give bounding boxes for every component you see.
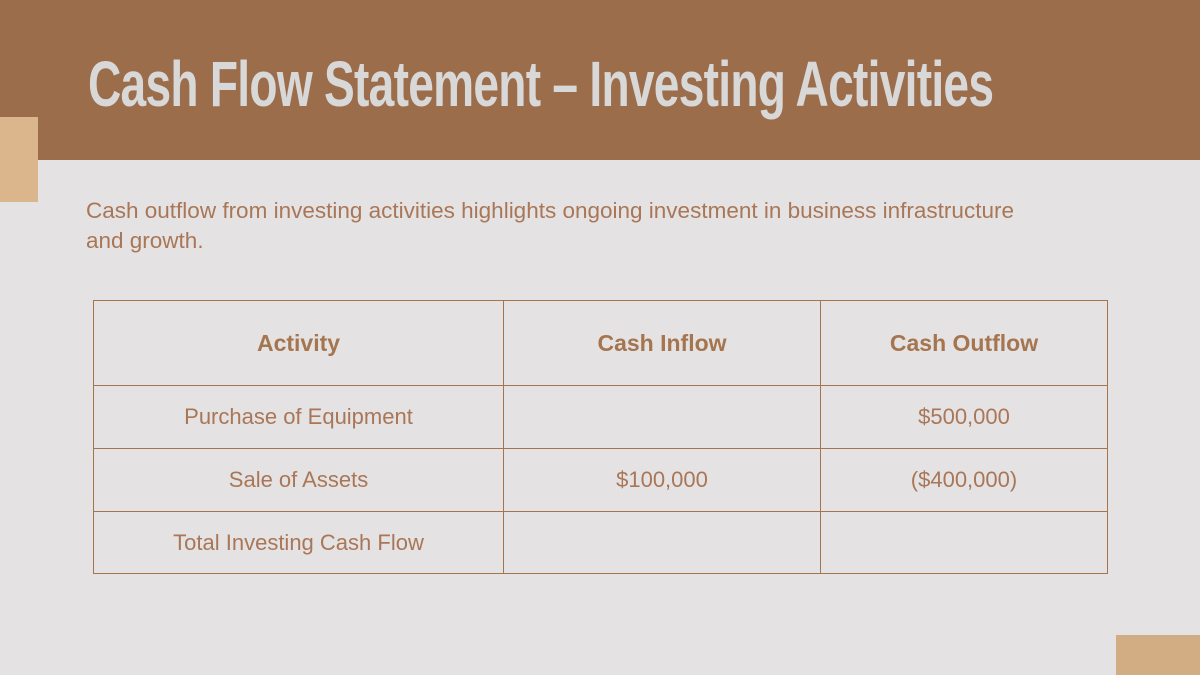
accent-rectangle-left [0, 117, 38, 202]
cell-activity: Purchase of Equipment [93, 385, 504, 449]
table-row: Total Investing Cash Flow [93, 511, 1108, 574]
cell-outflow: ($400,000) [820, 448, 1108, 512]
cell-activity: Total Investing Cash Flow [93, 511, 504, 574]
table-row: Sale of Assets $100,000 ($400,000) [93, 448, 1108, 512]
cell-activity: Sale of Assets [93, 448, 504, 512]
slide-description: Cash outflow from investing activities h… [86, 198, 1014, 253]
column-header-cash-outflow: Cash Outflow [820, 300, 1108, 386]
title-band: Cash Flow Statement – Investing Activiti… [0, 0, 1200, 160]
cash-flow-table: Activity Cash Inflow Cash Outflow Purcha… [93, 300, 1108, 574]
table-header-row: Activity Cash Inflow Cash Outflow [93, 300, 1108, 386]
accent-rectangle-bottom-right [1116, 635, 1200, 675]
table-row: Purchase of Equipment $500,000 [93, 385, 1108, 449]
cell-inflow: $100,000 [503, 448, 821, 512]
cell-inflow [503, 511, 821, 574]
column-header-cash-inflow: Cash Inflow [503, 300, 821, 386]
cell-outflow: $500,000 [820, 385, 1108, 449]
column-header-activity: Activity [93, 300, 504, 386]
cell-inflow [503, 385, 821, 449]
slide-title: Cash Flow Statement – Investing Activiti… [88, 48, 994, 120]
cell-outflow [820, 511, 1108, 574]
